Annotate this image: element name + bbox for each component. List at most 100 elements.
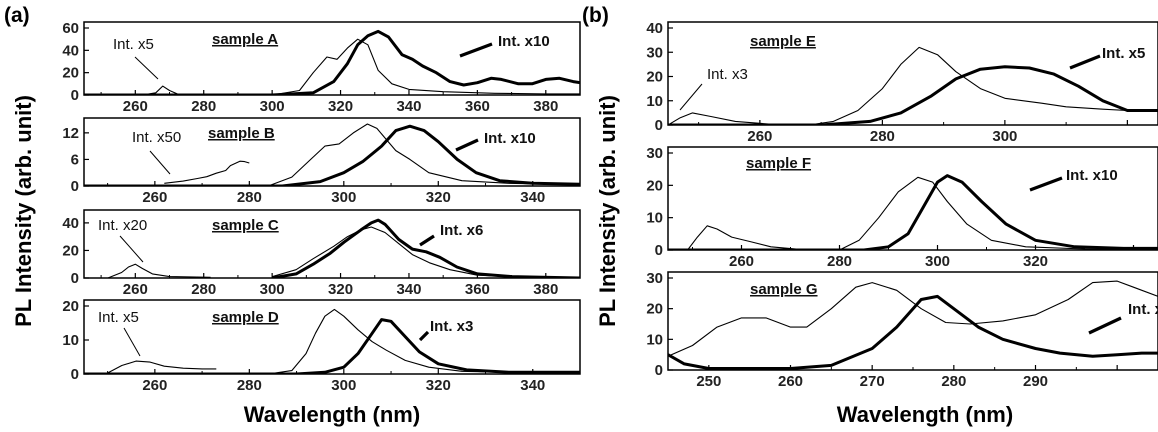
intensity-annotation: Int. x3 — [707, 66, 748, 83]
panel-label: (a) — [4, 4, 30, 27]
intensity-annotation-bold: Int. x3 — [430, 318, 473, 335]
sample-label: sample E — [750, 33, 816, 50]
x-tick-label: 380 — [533, 281, 558, 298]
x-tick-label: 320 — [328, 98, 353, 115]
sample-label: sample A — [212, 31, 278, 48]
x-tick-label: 300 — [260, 281, 285, 298]
y-tick-label: 20 — [646, 301, 663, 318]
spectrum-line-thin — [668, 176, 1158, 250]
spectrum-line-thick — [271, 218, 580, 278]
x-tick-label: 260 — [123, 98, 148, 115]
annotation-pointer — [1088, 316, 1122, 335]
subplot-frame — [83, 209, 581, 279]
annotation-pointer — [679, 83, 703, 111]
spectrum-line-thin — [164, 160, 250, 184]
x-tick-label: 280 — [237, 189, 262, 206]
x-tick-label: 340 — [520, 377, 545, 394]
spectrum-line-thin — [84, 263, 211, 278]
intensity-annotation: Int. x5 — [98, 309, 139, 326]
x-tick-label: 300 — [331, 189, 356, 206]
y-tick-label: 6 — [71, 151, 79, 168]
y-tick-label: 30 — [646, 145, 663, 162]
x-tick-label: 340 — [396, 98, 421, 115]
spectrum-line-thin — [668, 280, 1158, 357]
x-tick-label: 290 — [1023, 373, 1048, 390]
y-tick-label: 20 — [62, 242, 79, 259]
annotation-pointer — [455, 138, 479, 152]
spectrum-line-thin — [268, 308, 580, 374]
spectrum-line-thin — [84, 38, 580, 95]
sample-label: sample F — [746, 155, 811, 172]
y-tick-label: 0 — [71, 366, 79, 383]
spectrum-line-thin — [84, 360, 217, 374]
y-tick-label: 0 — [71, 178, 79, 195]
sample-label: sample G — [750, 281, 818, 298]
intensity-annotation-bold: Int. x5 — [1102, 45, 1145, 62]
annotation-pointer — [459, 42, 493, 58]
x-tick-label: 260 — [142, 189, 167, 206]
x-tick-label: 250 — [696, 373, 721, 390]
x-tick-label: 320 — [426, 377, 451, 394]
subplot-frame — [83, 299, 581, 375]
x-tick-label: 270 — [860, 373, 885, 390]
x-tick-label: 280 — [827, 253, 852, 270]
x-tick-label: 300 — [992, 128, 1017, 145]
intensity-annotation-bold: Int. x3 — [1128, 301, 1158, 318]
spectrum-line-thin — [668, 46, 1158, 125]
x-axis-title: Wavelength (nm) — [837, 402, 1013, 427]
y-tick-label: 30 — [646, 270, 663, 287]
spectrum-line-thick — [84, 124, 580, 186]
x-tick-label: 260 — [747, 128, 772, 145]
spectrum-line-thick — [84, 318, 580, 374]
y-tick-label: 10 — [646, 210, 663, 227]
x-tick-label: 260 — [142, 377, 167, 394]
y-tick-label: 0 — [71, 270, 79, 287]
intensity-annotation-bold: Int. x10 — [484, 130, 536, 147]
x-tick-label: 260 — [778, 373, 803, 390]
annotation-pointer — [1029, 176, 1063, 192]
x-tick-label: 280 — [191, 98, 216, 115]
x-tick-label: 340 — [520, 189, 545, 206]
x-tick-label: 320 — [426, 189, 451, 206]
x-tick-label: 280 — [191, 281, 216, 298]
y-tick-label: 0 — [655, 242, 663, 259]
x-axis-title: Wavelength (nm) — [244, 402, 420, 427]
x-tick-label: 280 — [237, 377, 262, 394]
panel-label: (b) — [582, 4, 609, 27]
y-tick-label: 20 — [646, 69, 663, 86]
sample-label: sample C — [212, 217, 279, 234]
x-tick-label: 280 — [870, 128, 895, 145]
sample-label: sample B — [208, 125, 275, 142]
x-tick-label: 380 — [533, 98, 558, 115]
spectrum-line-thick — [668, 294, 1158, 370]
y-tick-label: 0 — [71, 87, 79, 104]
y-tick-label: 40 — [62, 215, 79, 232]
subplot-frame — [83, 21, 581, 96]
spectrum-line-thick — [668, 65, 1158, 125]
intensity-annotation-bold: Int. x6 — [440, 222, 483, 239]
y-tick-label: 10 — [646, 331, 663, 348]
subplot-frame — [667, 146, 1158, 251]
y-tick-label: 60 — [62, 20, 79, 37]
y-tick-label: 40 — [62, 42, 79, 59]
annotation-pointer — [149, 150, 171, 175]
y-tick-label: 10 — [62, 332, 79, 349]
spectrum-line-thick — [84, 29, 580, 95]
y-tick-label: 20 — [62, 298, 79, 315]
y-tick-label: 20 — [62, 65, 79, 82]
x-tick-label: 260 — [123, 281, 148, 298]
x-tick-label: 300 — [331, 377, 356, 394]
spectrum-line-thin — [271, 226, 580, 278]
y-axis-title: PL Intensity (arb. unit) — [595, 95, 620, 327]
spectrum-line-thick — [668, 174, 1158, 250]
annotation-pointer — [1069, 54, 1101, 70]
annotation-pointer — [419, 234, 435, 247]
intensity-annotation: Int. x50 — [132, 129, 181, 146]
y-tick-label: 30 — [646, 44, 663, 61]
x-tick-label: 320 — [1023, 253, 1048, 270]
x-tick-label: 280 — [941, 373, 966, 390]
x-tick-label: 360 — [465, 98, 490, 115]
y-tick-label: 10 — [646, 93, 663, 110]
annotation-pointer — [119, 235, 144, 263]
